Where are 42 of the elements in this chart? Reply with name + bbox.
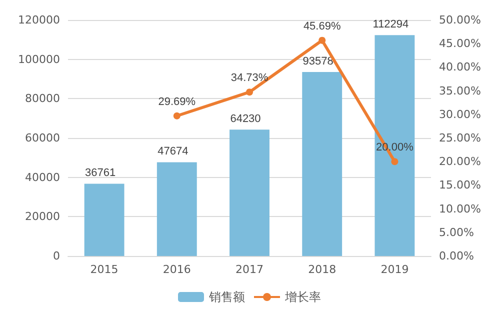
y-tick-label: 100000 (18, 52, 60, 66)
bar (230, 130, 270, 256)
y-tick-label: 0 (53, 250, 60, 262)
bar (302, 72, 342, 256)
point (173, 112, 180, 120)
data-label: 93578 (302, 55, 334, 68)
y-tick-label: 120000 (18, 14, 60, 26)
y-tick-label: 40000 (25, 170, 60, 184)
data-label: 29.69% (158, 96, 196, 108)
point (246, 88, 253, 96)
y2-tick-label: 10.00% (439, 202, 481, 216)
y-tick-label: 20000 (25, 210, 60, 224)
x-tick-label: 2016 (162, 263, 191, 276)
point (391, 158, 398, 166)
legend-label: 销售额 (208, 290, 245, 304)
y-tick-label: 80000 (25, 92, 60, 106)
y2-tick-label: 5.00% (439, 226, 474, 239)
y2-tick-label: 50.00% (439, 14, 481, 26)
legend-label: 增长率 (284, 290, 321, 304)
data-label: 45.69% (303, 20, 341, 32)
y2-tick-label: 30.00% (439, 108, 481, 121)
x-tick-label: 2019 (380, 263, 409, 276)
bar (374, 35, 415, 256)
data-label: 112294 (372, 18, 409, 31)
y2-tick-label: 40.00% (439, 60, 481, 74)
y2-tick-label: 0.00% (439, 250, 474, 262)
x-tick-label: 2018 (308, 263, 336, 276)
bar (84, 184, 124, 256)
data-label: 36761 (85, 167, 116, 180)
y2-tick-label: 20.00% (439, 155, 481, 168)
y2-tick-label: 45.00% (439, 37, 481, 50)
y-tick-label: 60000 (25, 132, 60, 144)
data-label: 64230 (230, 113, 261, 126)
x-tick-label: 2015 (90, 263, 118, 276)
y2-tick-label: 25.00% (439, 132, 481, 144)
data-label: 34.73% (230, 72, 268, 84)
y2-tick-label: 15.00% (439, 178, 481, 192)
y2-tick-label: 35.00% (439, 84, 481, 98)
x-tick-label: 2017 (236, 263, 264, 276)
point (318, 36, 326, 44)
data-label: 47674 (158, 146, 188, 158)
bar (156, 162, 197, 256)
